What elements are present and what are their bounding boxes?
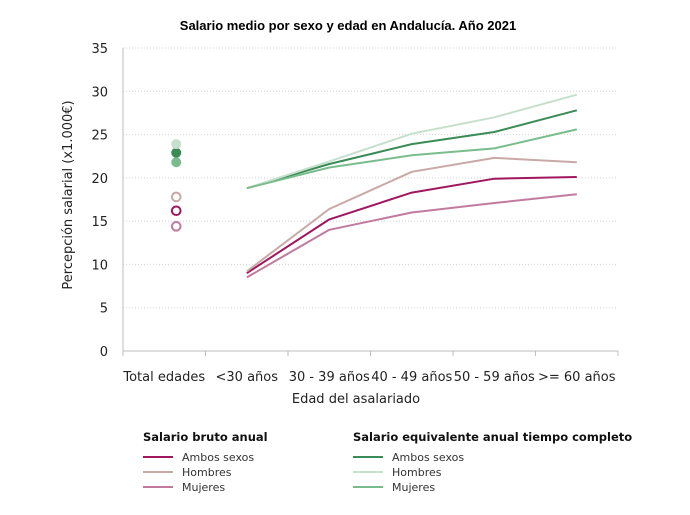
y-tick-labels: 0 5 10 15 20 25 30 35 (91, 42, 108, 360)
series-line (246, 156, 577, 273)
total-marker (170, 191, 182, 203)
legend-item: Ambos sexos (182, 451, 254, 464)
legend-item: Mujeres (182, 481, 225, 494)
legend-item: Mujeres (392, 481, 435, 494)
total-marker (171, 147, 182, 158)
series-line (246, 109, 578, 190)
x-axis-label: Edad del asalariado (292, 392, 420, 407)
chart-title: Salario medio por sexo y edad en Andaluc… (180, 18, 516, 33)
legend-item: Hombres (182, 466, 232, 479)
x-tick-label: 50 - 59 años (454, 370, 535, 385)
y-axis-label: Percepción salarial (x1.000€) (61, 100, 76, 289)
y-tick-label: 25 (91, 129, 108, 144)
series-lines (246, 93, 578, 279)
series-line (246, 193, 577, 279)
legend-group-title: Salario equivalente anual tiempo complet… (353, 430, 632, 444)
total-marker (171, 157, 182, 168)
y-tick-label: 35 (91, 42, 108, 57)
axes (122, 48, 619, 356)
x-tick-label: Total edades (122, 370, 205, 385)
legend-group-title: Salario bruto anual (143, 430, 268, 444)
x-tick-label: <30 años (216, 370, 279, 385)
total-marker (170, 205, 182, 217)
y-tick-label: 10 (91, 258, 108, 273)
x-tick-label: >= 60 años (538, 370, 616, 385)
series-line (246, 128, 578, 190)
legend: Salario bruto anual Ambos sexos Hombres Muj… (143, 430, 632, 494)
x-tick-label: 30 - 39 años (289, 370, 370, 385)
y-tick-label: 0 (100, 345, 108, 360)
total-marker (170, 221, 182, 232)
x-tick-labels: Total edades <30 años 30 - 39 años 40 - 49 … (122, 370, 615, 385)
y-tick-label: 5 (100, 302, 108, 317)
legend-item: Ambos sexos (392, 451, 464, 464)
x-tick-label: 40 - 49 años (371, 370, 452, 385)
legend-item: Hombres (392, 466, 442, 479)
total-marker (171, 139, 182, 150)
y-tick-label: 15 (91, 215, 108, 230)
series-line (246, 93, 578, 190)
y-tick-label: 30 (91, 85, 108, 100)
total-markers (170, 139, 182, 232)
y-tick-label: 20 (91, 172, 108, 187)
series-line (246, 176, 577, 274)
